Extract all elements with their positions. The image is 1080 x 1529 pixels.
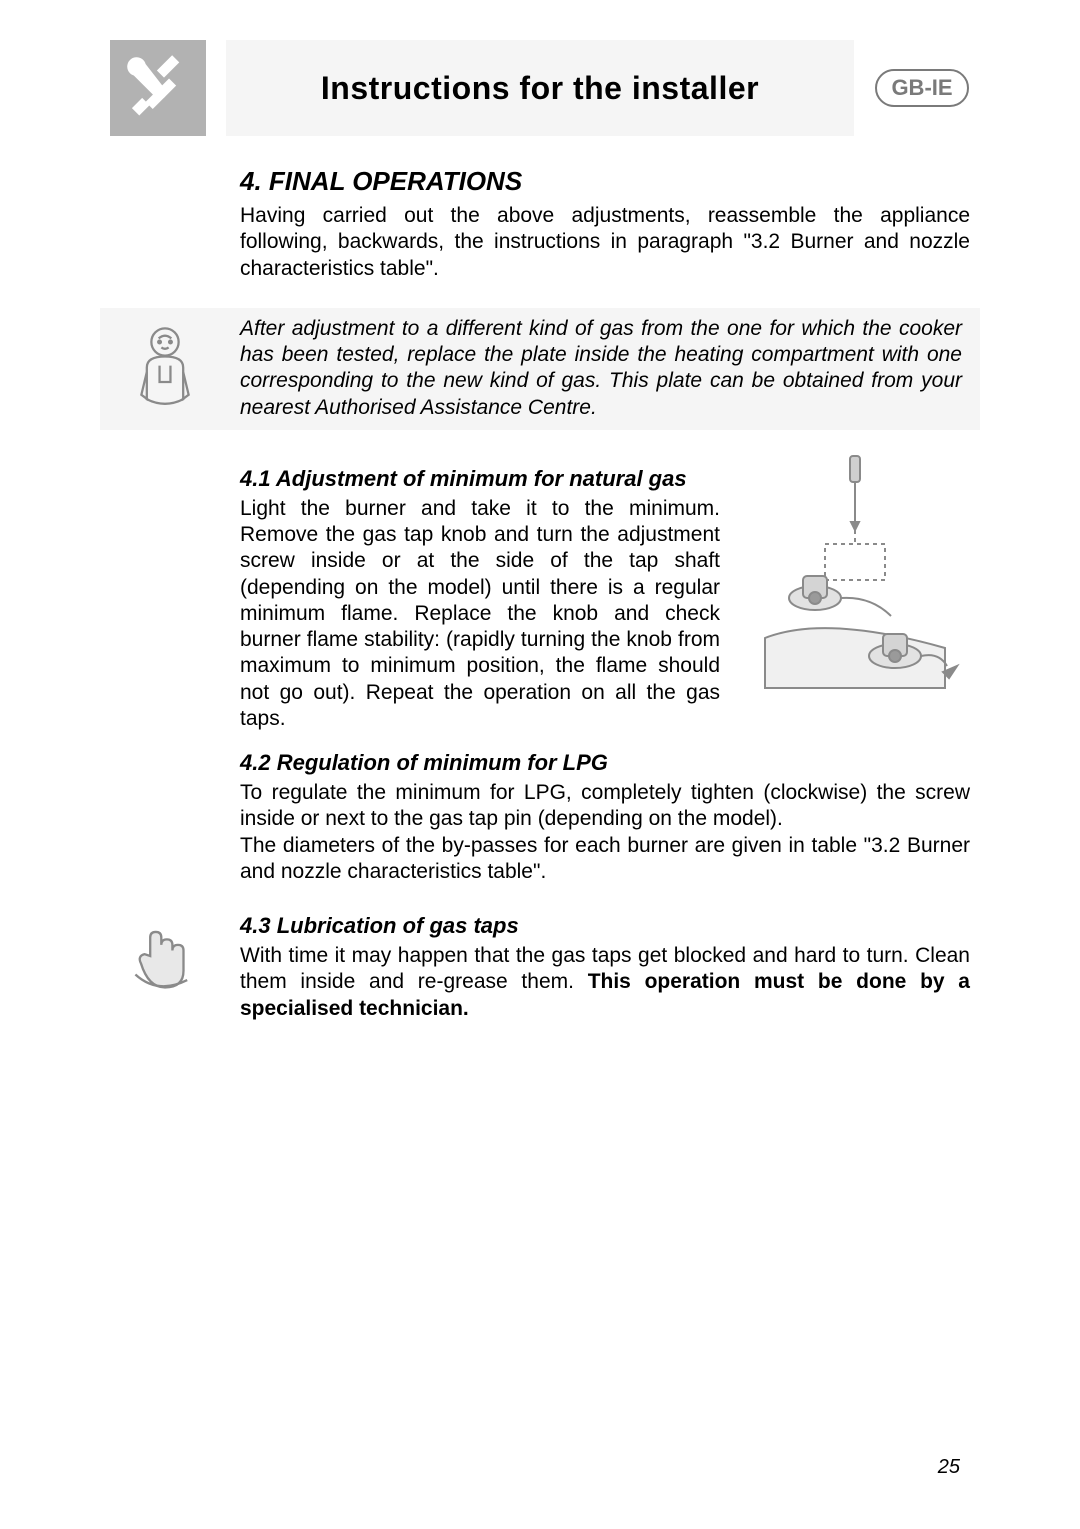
person-icon: [110, 316, 220, 422]
section-4-heading: 4. FINAL OPERATIONS: [240, 166, 970, 197]
adjustment-figure-svg: [745, 448, 965, 708]
adjustment-figure: [740, 448, 970, 732]
section-43-heading: 4.3 Lubrication of gas taps: [240, 913, 970, 939]
section-41-heading: 4.1 Adjustment of minimum for natural ga…: [240, 466, 720, 492]
note-text-col: After adjustment to a different kind of …: [240, 316, 970, 422]
section-42-body2: The diameters of the by-passes for each …: [240, 833, 970, 886]
content: 4. FINAL OPERATIONS Having carried out t…: [240, 166, 970, 1022]
section-43-row: 4.3 Lubrication of gas taps With time it…: [240, 895, 970, 1022]
hand-icon: [110, 895, 220, 1022]
section-43-body: With time it may happen that the gas tap…: [240, 943, 970, 1022]
section-41-row: 4.1 Adjustment of minimum for natural ga…: [240, 448, 970, 732]
page-header: Instructions for the installer GB-IE: [110, 40, 970, 136]
language-badge: GB-IE: [874, 58, 970, 118]
page-title: Instructions for the installer: [226, 40, 854, 136]
tools-icon-svg: [122, 52, 194, 124]
section-41-text: 4.1 Adjustment of minimum for natural ga…: [240, 448, 720, 732]
section-4-intro: Having carried out the above adjustments…: [240, 203, 970, 282]
tools-icon: [110, 40, 206, 136]
hand-icon-svg: [128, 919, 202, 993]
section-4-note: After adjustment to a different kind of …: [240, 316, 962, 421]
section-43-text: 4.3 Lubrication of gas taps With time it…: [240, 895, 970, 1022]
note-box: After adjustment to a different kind of …: [100, 308, 980, 430]
page: Instructions for the installer GB-IE 4. …: [0, 0, 1080, 1529]
person-icon-svg: [125, 322, 205, 422]
page-number: 25: [938, 1456, 960, 1479]
section-42-heading: 4.2 Regulation of minimum for LPG: [240, 750, 970, 776]
section-42-body1: To regulate the minimum for LPG, complet…: [240, 780, 970, 833]
section-41-body: Light the burner and take it to the mini…: [240, 496, 720, 732]
language-badge-text: GB-IE: [875, 69, 968, 107]
